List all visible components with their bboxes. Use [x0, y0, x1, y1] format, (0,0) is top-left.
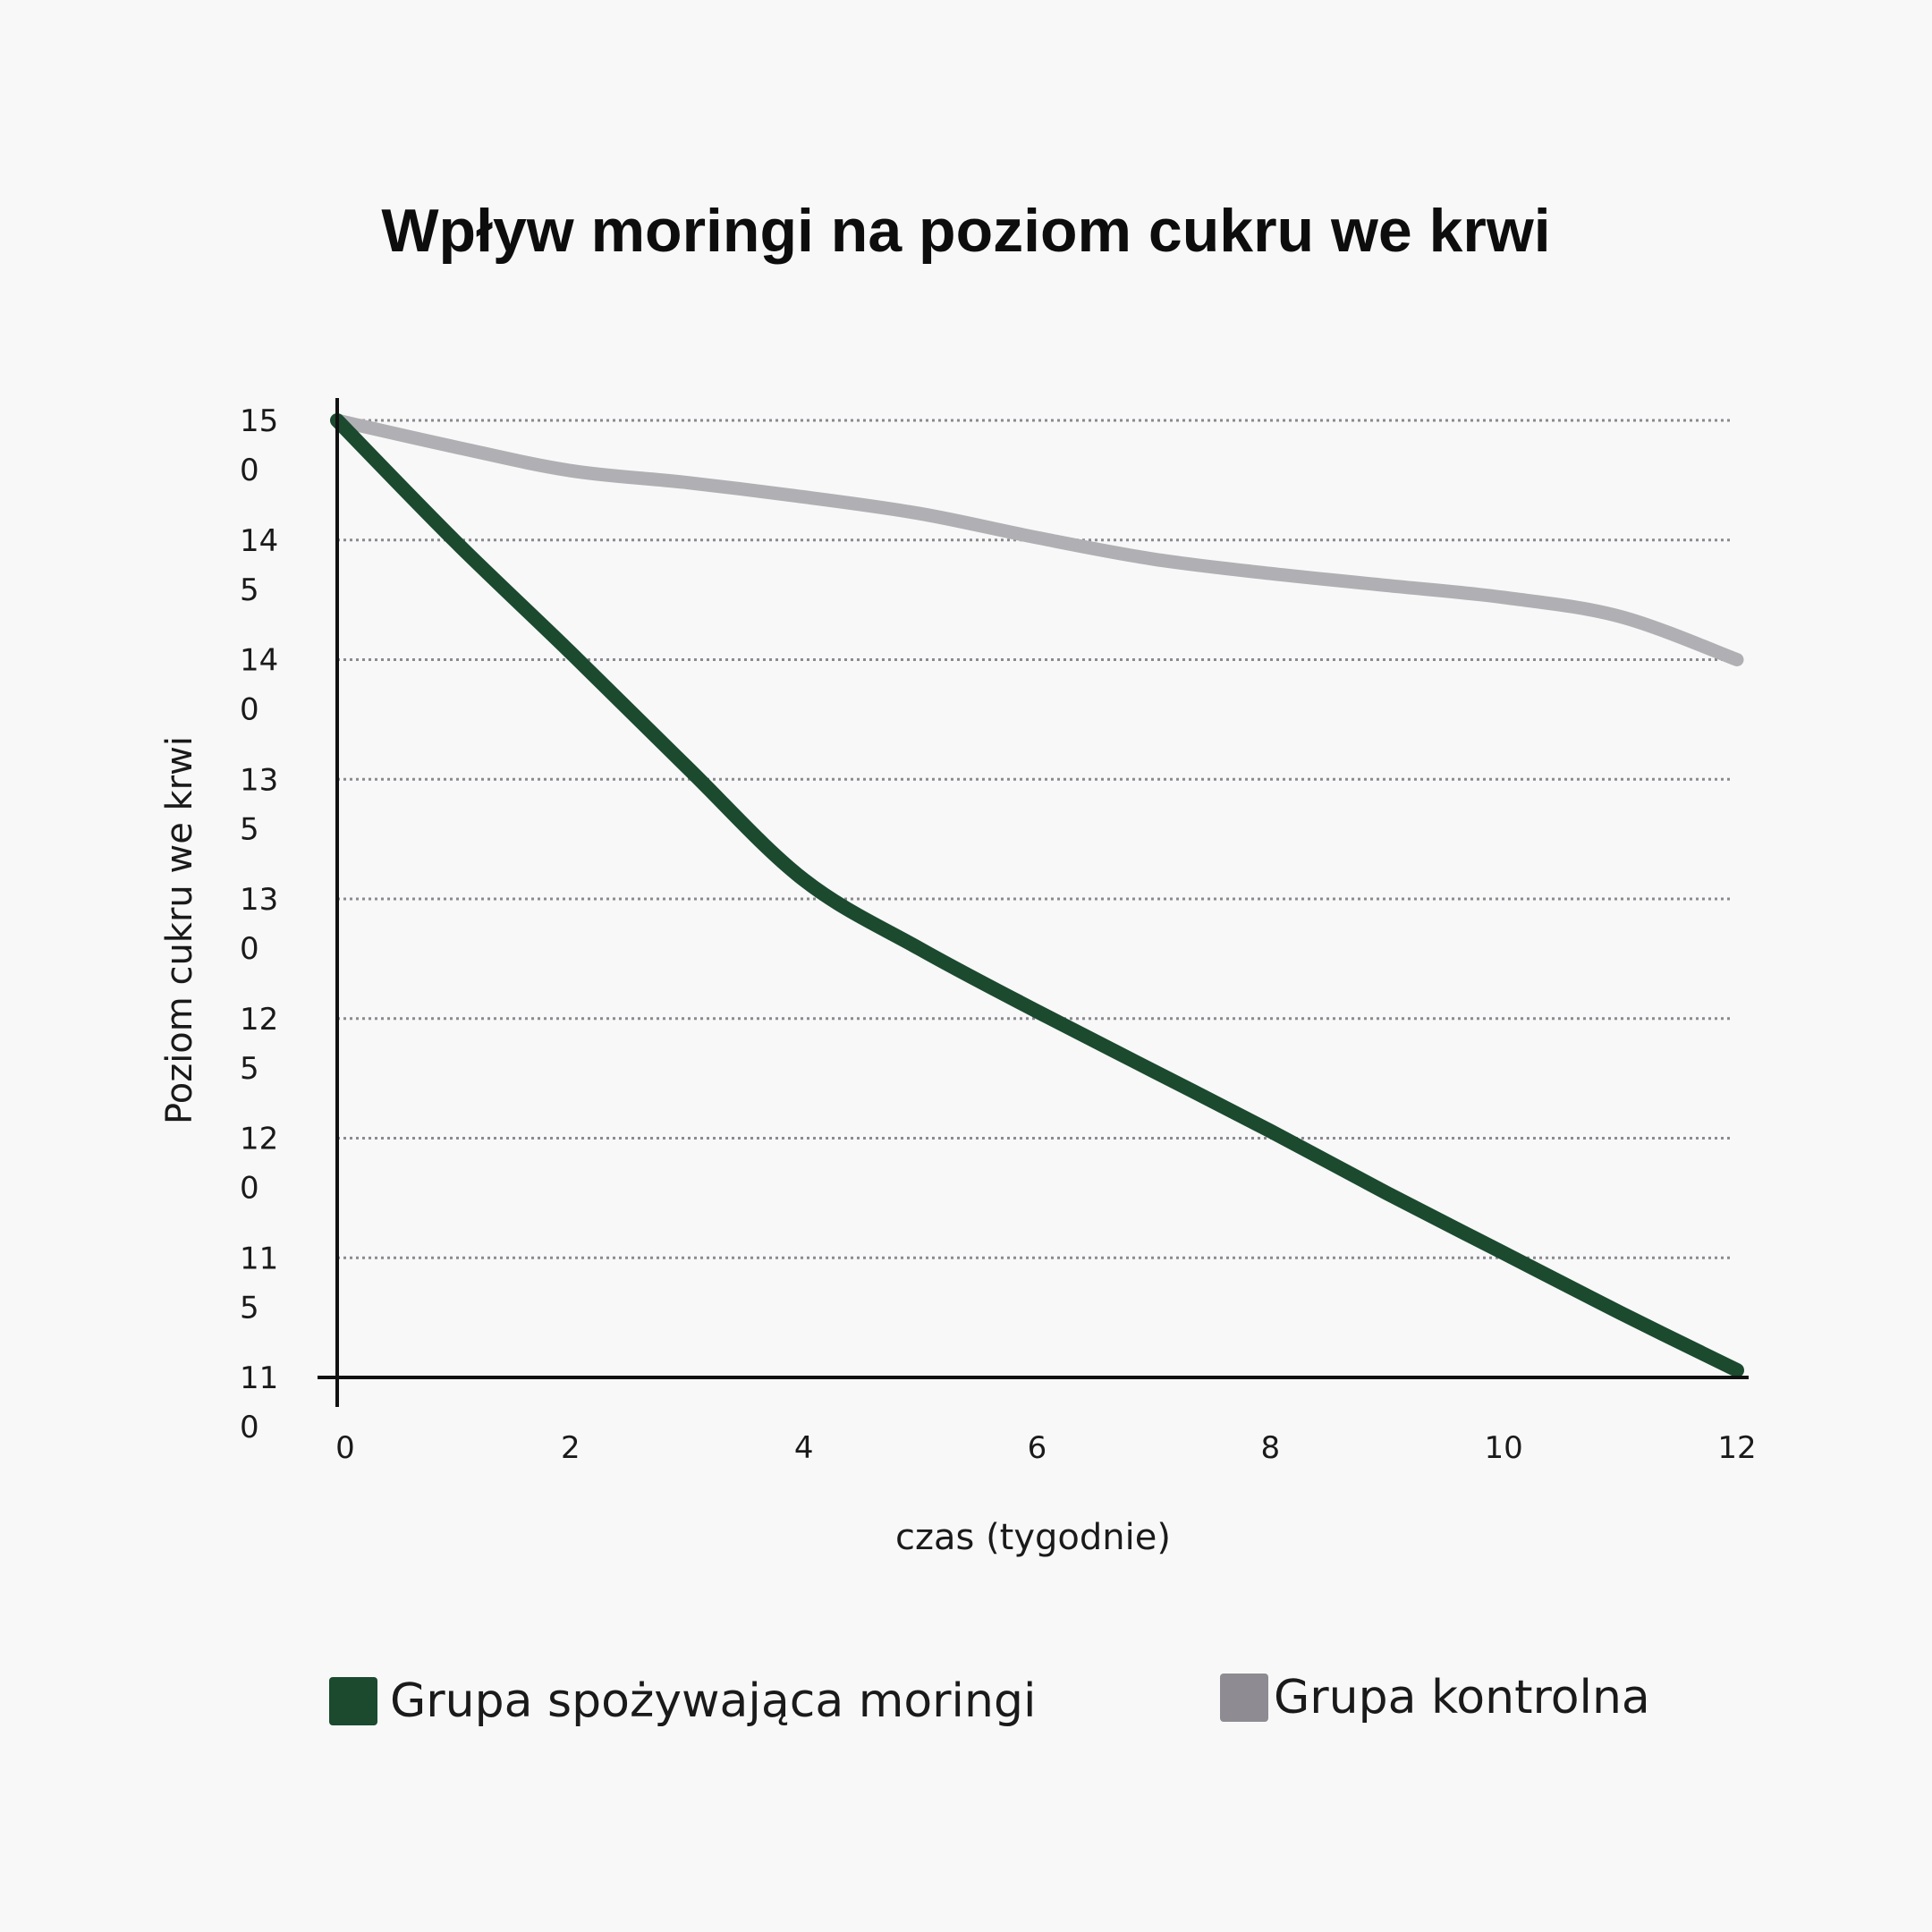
- x-tick-label: 4: [794, 1430, 814, 1466]
- x-tick-label: 0: [335, 1430, 355, 1466]
- y-tick-label: 11 5: [240, 1241, 278, 1326]
- x-tick-label: 6: [1028, 1430, 1047, 1466]
- legend-label-moringa: Grupa spożywająca moringi: [390, 1674, 1037, 1728]
- axes: [318, 398, 1749, 1407]
- y-tick-labels: 15 0 14 5 14 0 13 5 13 0 12 5 12 0 11 5 11 0: [240, 403, 278, 1445]
- x-tick-label: 12: [1717, 1430, 1756, 1466]
- legend-swatch-control: [1220, 1674, 1268, 1722]
- legend-swatch-moringa: [329, 1677, 377, 1725]
- y-tick-label: 12 0: [240, 1122, 278, 1207]
- y-tick-label: 14 0: [240, 643, 278, 728]
- x-tick-label: 2: [561, 1430, 580, 1466]
- y-tick-label: 15 0: [240, 403, 278, 488]
- series-line-control: [330, 413, 1744, 666]
- chart-title: Wpływ moringi na poziom cukru we krwi: [381, 197, 1551, 265]
- legend-item-moringa: Grupa spożywająca moringi: [329, 1674, 1036, 1728]
- x-tick-label: 10: [1485, 1430, 1523, 1466]
- gridlines: [337, 419, 1733, 1259]
- x-tick-labels: 0 2 4 6 8 10 12: [335, 1430, 1756, 1466]
- series-lines: [330, 413, 1744, 1377]
- legend-label-control: Grupa kontrolna: [1274, 1671, 1650, 1724]
- y-tick-label: 13 5: [240, 762, 278, 847]
- series-line-moringa: [330, 413, 1744, 1377]
- y-tick-label: 12 5: [240, 1002, 278, 1087]
- y-tick-label: 11 0: [240, 1360, 278, 1445]
- y-tick-label: 13 0: [240, 882, 278, 967]
- legend-item-control: Grupa kontrolna: [1220, 1671, 1650, 1724]
- x-axis-title: czas (tygodnie): [895, 1517, 1171, 1558]
- y-axis-title: Poziom cukru we krwi: [159, 736, 200, 1124]
- x-tick-label: 8: [1261, 1430, 1281, 1466]
- y-tick-label: 14 5: [240, 523, 278, 608]
